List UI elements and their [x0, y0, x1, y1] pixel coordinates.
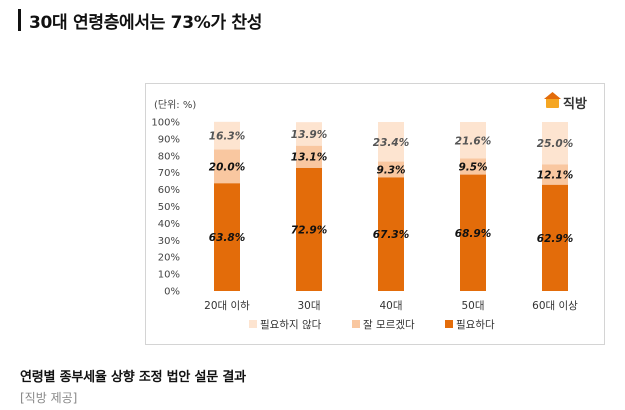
- bar-segment: [214, 121, 240, 150]
- y-tick-label: 100%: [151, 118, 180, 129]
- bar-segment: [542, 184, 568, 291]
- data-label: 16.3%: [209, 131, 245, 143]
- y-tick-label: 10%: [158, 270, 180, 281]
- headline-accent-bar: [18, 9, 21, 31]
- y-tick-label: 60%: [158, 185, 180, 196]
- data-label: 9.3%: [376, 164, 405, 176]
- bar-segment: [296, 167, 322, 291]
- bar-segment: [214, 149, 240, 184]
- house-icon-roof: [544, 92, 561, 99]
- data-label: 25.0%: [537, 138, 573, 150]
- y-tick-label: 40%: [158, 219, 180, 230]
- data-label: 67.3%: [373, 229, 409, 241]
- x-tick-label: 20대 이하: [204, 299, 250, 312]
- y-tick-label: 80%: [158, 151, 180, 162]
- house-icon-body: [546, 97, 559, 108]
- data-label: 72.9%: [291, 224, 327, 236]
- bar-segment: [378, 122, 404, 162]
- bar-segment: [214, 183, 240, 291]
- legend-swatch: [352, 320, 360, 328]
- bar-segment: [542, 122, 568, 165]
- data-label: 13.1%: [291, 152, 327, 164]
- x-tick-label: 40대: [379, 300, 402, 312]
- y-tick-label: 70%: [158, 168, 180, 179]
- legend-label: 잘 모르겠다: [363, 319, 415, 331]
- bar-segment: [378, 177, 404, 291]
- bar-segment: [460, 158, 486, 175]
- x-tick-label: 60대 이상: [532, 300, 578, 312]
- data-label: 12.1%: [537, 169, 573, 181]
- y-tick-label: 20%: [158, 253, 180, 264]
- bar-segment: [378, 161, 404, 178]
- data-label: 63.8%: [209, 232, 245, 244]
- x-tick-label: 50대: [461, 300, 484, 312]
- unit-label: (단위: %): [154, 98, 196, 111]
- y-tick-label: 50%: [158, 202, 180, 213]
- x-tick-label: 30대: [297, 300, 320, 312]
- bar-segment: [296, 122, 322, 146]
- headline-text: 30대 연령층에서는 73%가 찬성: [29, 12, 263, 33]
- y-tick-label: 0%: [164, 287, 180, 298]
- data-label: 21.6%: [455, 135, 491, 147]
- bar-segment: [460, 174, 486, 291]
- legend-swatch: [445, 320, 453, 328]
- legend-swatch: [249, 320, 257, 328]
- legend-label: 필요하다: [456, 318, 495, 331]
- brand-name: 직방: [563, 96, 587, 112]
- chart-panel: (단위: %) 직방 0% 10% 20% 30% 40% 50% 60% 70% 80% 90% 10…: [145, 83, 605, 345]
- bar-segment: [542, 164, 568, 185]
- bar-segment: [460, 122, 486, 159]
- y-tick-label: 90%: [158, 134, 180, 145]
- headline: 30대 연령층에서는 73%가 찬성: [18, 8, 263, 33]
- data-label: 23.4%: [373, 137, 409, 149]
- data-label: 13.9%: [291, 129, 327, 141]
- legend-label: 필요하지 않다: [260, 318, 322, 331]
- y-tick-label: 30%: [158, 236, 180, 247]
- stacked-bar-chart: (단위: %) 직방 0% 10% 20% 30% 40% 50% 60% 70% 80% 90% 10…: [151, 92, 587, 331]
- bar-segment: [296, 145, 322, 168]
- data-label: 9.5%: [458, 162, 487, 174]
- data-label: 62.9%: [537, 233, 573, 245]
- data-label: 20.0%: [209, 161, 245, 173]
- data-label: 68.9%: [455, 228, 491, 240]
- chart-caption: 연령별 종부세율 상향 조정 법안 설문 결과: [20, 370, 246, 385]
- image-credit: [직방 제공]: [20, 391, 78, 405]
